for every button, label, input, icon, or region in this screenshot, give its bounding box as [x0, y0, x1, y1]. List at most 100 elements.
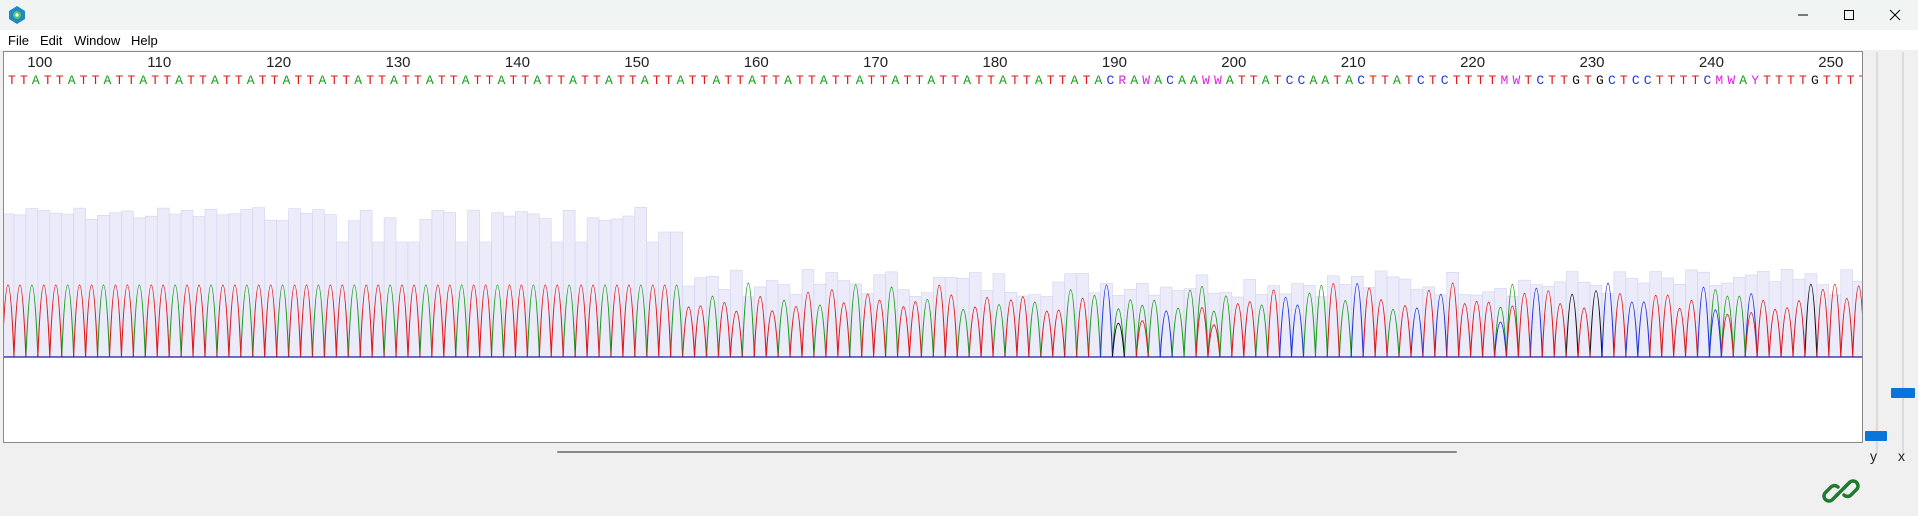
base-call: T [628, 73, 637, 88]
menu-help[interactable]: Help [131, 33, 158, 48]
base-call: T [616, 73, 625, 88]
quality-bar [777, 284, 791, 358]
quality-bar [586, 217, 600, 358]
base-call: C [1440, 73, 1449, 88]
quality-bar [467, 209, 480, 358]
base-call: A [1261, 73, 1270, 88]
base-call: T [1799, 73, 1807, 88]
quality-bar [503, 215, 516, 358]
base-call: T [1667, 73, 1676, 88]
base-call: T [975, 73, 983, 88]
base-call: A [784, 73, 792, 88]
base-call: T [8, 73, 16, 88]
base-call: T [1619, 73, 1628, 88]
quality-bar [1745, 274, 1758, 358]
quality-bar [312, 209, 325, 358]
minimize-button[interactable] [1780, 0, 1826, 30]
quality-bar [383, 217, 397, 358]
base-call: T [1476, 73, 1485, 88]
quality-bar [1171, 290, 1185, 358]
base-call: Y [1751, 73, 1760, 88]
chromatogram-panel[interactable]: 100 110 120 130 140 150 160 170 180 190 200 210 220 2… [3, 51, 1863, 443]
base-call: T [1010, 73, 1019, 88]
base-call: A [210, 73, 219, 88]
quality-bar [574, 241, 588, 358]
base-call: T [1249, 73, 1258, 88]
base-call: T [796, 73, 804, 88]
ruler-label: 120 [266, 54, 292, 71]
quality-bar [97, 215, 110, 358]
base-call: T [1524, 73, 1533, 88]
close-button[interactable] [1872, 0, 1918, 30]
base-call: A [1070, 73, 1079, 88]
base-call: A [1225, 73, 1234, 88]
base-call: T [1464, 73, 1473, 88]
horizontal-scrollbar[interactable] [0, 444, 1864, 460]
base-call: T [509, 73, 518, 88]
base-call: A [819, 73, 828, 88]
quality-bar [157, 207, 170, 358]
quality-bar [1112, 295, 1125, 358]
quality-bar [1243, 279, 1257, 358]
base-call: T [760, 73, 769, 88]
base-call: A [282, 73, 291, 88]
trace-C [1099, 282, 1758, 358]
quality-bar [1291, 283, 1304, 358]
quality-bar [1577, 281, 1591, 358]
base-call: A [1190, 73, 1198, 88]
base-call: A [139, 73, 148, 88]
y-zoom-slider[interactable] [1865, 52, 1889, 454]
base-call: A [390, 73, 398, 88]
base-call: C [1357, 73, 1366, 88]
quality-bar [837, 280, 850, 358]
quality-bar [133, 217, 146, 358]
base-call: T [1058, 73, 1067, 88]
quality-bar [897, 289, 910, 358]
quality-bar [455, 241, 468, 358]
ruler-label: 140 [504, 54, 530, 71]
trace-T [4, 282, 1862, 358]
quality-bar [956, 278, 970, 358]
y-zoom-thumb[interactable] [1865, 431, 1887, 441]
maximize-button[interactable] [1826, 0, 1872, 30]
base-call: R [1118, 73, 1127, 88]
ruler-label: 130 [385, 54, 411, 71]
x-zoom-thumb[interactable] [1891, 388, 1915, 398]
menu-window[interactable]: Window [74, 33, 121, 48]
base-call: G [1810, 73, 1819, 88]
base-call: A [246, 73, 255, 88]
quality-bar [1780, 269, 1794, 358]
ruler-label: 250 [1818, 54, 1844, 71]
quality-bar [252, 207, 266, 358]
quality-bar [4, 213, 15, 358]
quality-bar [73, 207, 86, 358]
base-call: A [1154, 73, 1163, 88]
menu-file[interactable]: File [8, 33, 29, 48]
base-call: A [1345, 73, 1354, 88]
base-call: A [1094, 73, 1103, 88]
menu-edit[interactable]: Edit [40, 33, 63, 48]
horizontal-scrollbar-thumb[interactable] [557, 451, 1457, 453]
quality-bar [1040, 296, 1054, 358]
base-call: T [1787, 73, 1795, 88]
base-call: T [1763, 73, 1771, 88]
quality-bar [1553, 281, 1567, 358]
base-call: A [999, 73, 1007, 88]
base-call: T [581, 73, 589, 88]
quality-bar [1840, 269, 1854, 358]
quality-bar [1494, 288, 1507, 358]
quality-bar [1386, 276, 1400, 358]
quality-bar [1410, 289, 1424, 358]
quality-bars [4, 207, 1862, 358]
base-call: T [987, 73, 995, 88]
quality-bar [1792, 278, 1806, 358]
x-zoom-slider[interactable] [1890, 52, 1916, 454]
base-call: T [939, 73, 948, 88]
base-call: A [963, 73, 971, 88]
quality-bar [216, 214, 230, 358]
link-icon[interactable] [1820, 470, 1862, 512]
base-call: A [1739, 73, 1748, 88]
quality-bar [204, 208, 218, 358]
chromatogram-traces [4, 207, 1862, 358]
base-call: T [222, 73, 231, 88]
